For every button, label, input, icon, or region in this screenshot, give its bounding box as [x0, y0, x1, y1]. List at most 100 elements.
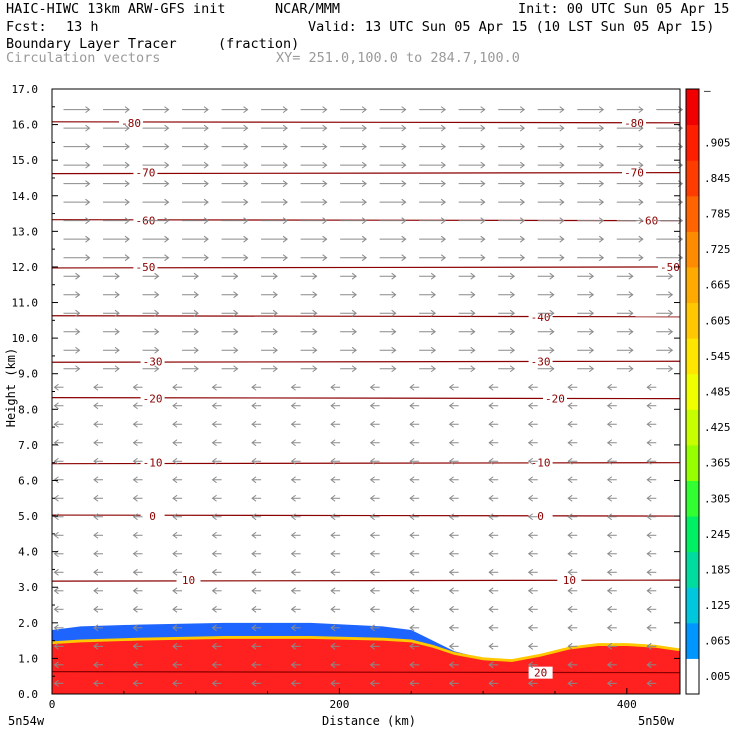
- vector-head: [409, 587, 415, 595]
- vector-head: [243, 161, 249, 169]
- vector-head: [312, 346, 318, 354]
- vector-head: [448, 679, 454, 687]
- vector-head: [251, 494, 257, 502]
- vector-head: [211, 494, 217, 502]
- vector-head: [391, 272, 397, 280]
- vector-head: [401, 106, 407, 114]
- vector-head: [114, 328, 120, 336]
- vector-head: [290, 661, 296, 669]
- vector-head: [628, 328, 634, 336]
- vector-head: [351, 272, 357, 280]
- vector-head: [251, 605, 257, 613]
- vector-head: [233, 328, 239, 336]
- vector-head: [567, 605, 573, 613]
- vector-head: [93, 568, 99, 576]
- contour-label-bg: [542, 392, 567, 405]
- vector-head: [409, 661, 415, 669]
- y-tick-label: 0.0: [18, 688, 38, 701]
- vector-head: [75, 272, 81, 280]
- vector-head: [114, 291, 120, 299]
- vector-head: [85, 161, 91, 169]
- vector-head: [322, 235, 328, 243]
- vector-head: [667, 291, 674, 299]
- contour-label-bg: [133, 166, 158, 179]
- vector-head: [606, 476, 613, 484]
- vector-head: [361, 161, 367, 169]
- contour-label: 10: [182, 574, 195, 587]
- vector-head: [351, 309, 357, 317]
- vector-head: [290, 457, 296, 465]
- contour-label-bg: [528, 510, 553, 523]
- vector-head: [638, 143, 644, 151]
- vector-head: [409, 457, 415, 465]
- vector-head: [369, 476, 375, 484]
- vector-head: [401, 180, 407, 188]
- vector-head: [409, 420, 415, 428]
- vector-head: [211, 420, 217, 428]
- colorbar-label: .905: [704, 136, 731, 149]
- contour-label-bg: [140, 456, 165, 469]
- vector-head: [211, 476, 217, 484]
- vector-head: [124, 217, 130, 225]
- vector-head: [567, 587, 573, 595]
- vector-head: [628, 272, 634, 280]
- vector-head: [409, 624, 415, 632]
- vector-head: [53, 568, 59, 576]
- vector-head: [53, 476, 59, 484]
- vector-head: [251, 531, 257, 539]
- vector-head: [440, 254, 447, 262]
- vector-head: [330, 402, 336, 410]
- vector-head: [282, 106, 288, 114]
- contour-label: -20: [545, 393, 565, 406]
- y-tick-label: 3.0: [18, 581, 38, 594]
- vector-head: [243, 106, 249, 114]
- contour-label-bg: [622, 166, 647, 179]
- vector-head: [638, 124, 644, 132]
- vector-head: [440, 161, 447, 169]
- vector-head: [606, 605, 613, 613]
- vector-head: [527, 605, 534, 613]
- vector-head: [132, 420, 138, 428]
- vector-head: [509, 328, 516, 336]
- vector-head: [272, 365, 278, 373]
- vector-head: [588, 291, 595, 299]
- vector-head: [322, 217, 328, 225]
- vector-head: [164, 180, 170, 188]
- vector-head: [172, 587, 178, 595]
- vector-head: [312, 365, 318, 373]
- vector-head: [448, 402, 454, 410]
- vector-head: [282, 180, 288, 188]
- vector-head: [93, 642, 99, 650]
- vector-head: [272, 328, 278, 336]
- tracer-red-body: [52, 638, 680, 694]
- colorbar-swatch: [686, 658, 699, 695]
- vector-head: [132, 661, 138, 669]
- vector-head: [606, 402, 613, 410]
- vector-head: [132, 568, 138, 576]
- vector-head: [519, 180, 526, 188]
- contour-label: -30: [531, 355, 551, 368]
- xy-range: XY= 251.0,100.0 to 284.7,100.0: [276, 50, 520, 66]
- vector-head: [93, 420, 99, 428]
- contour-label-bg: [119, 116, 144, 129]
- vector-head: [172, 605, 178, 613]
- vector-head: [132, 587, 138, 595]
- vector-head: [233, 309, 239, 317]
- vector-head: [172, 402, 178, 410]
- vector-head: [606, 587, 613, 595]
- vector-head: [132, 679, 138, 687]
- vector-head: [53, 661, 59, 669]
- vector-head: [93, 605, 99, 613]
- vector-head: [430, 328, 437, 336]
- vector-head: [588, 272, 595, 280]
- vector-head: [172, 383, 178, 391]
- vector-head: [290, 383, 296, 391]
- vector-head: [567, 550, 573, 558]
- vector-head: [430, 365, 437, 373]
- vector-head: [488, 383, 494, 391]
- vector-head: [440, 235, 447, 243]
- x-tick-label: 400: [617, 698, 637, 711]
- vector-head: [154, 346, 160, 354]
- colorbar-label: .245: [704, 528, 731, 541]
- vector-head: [409, 439, 415, 447]
